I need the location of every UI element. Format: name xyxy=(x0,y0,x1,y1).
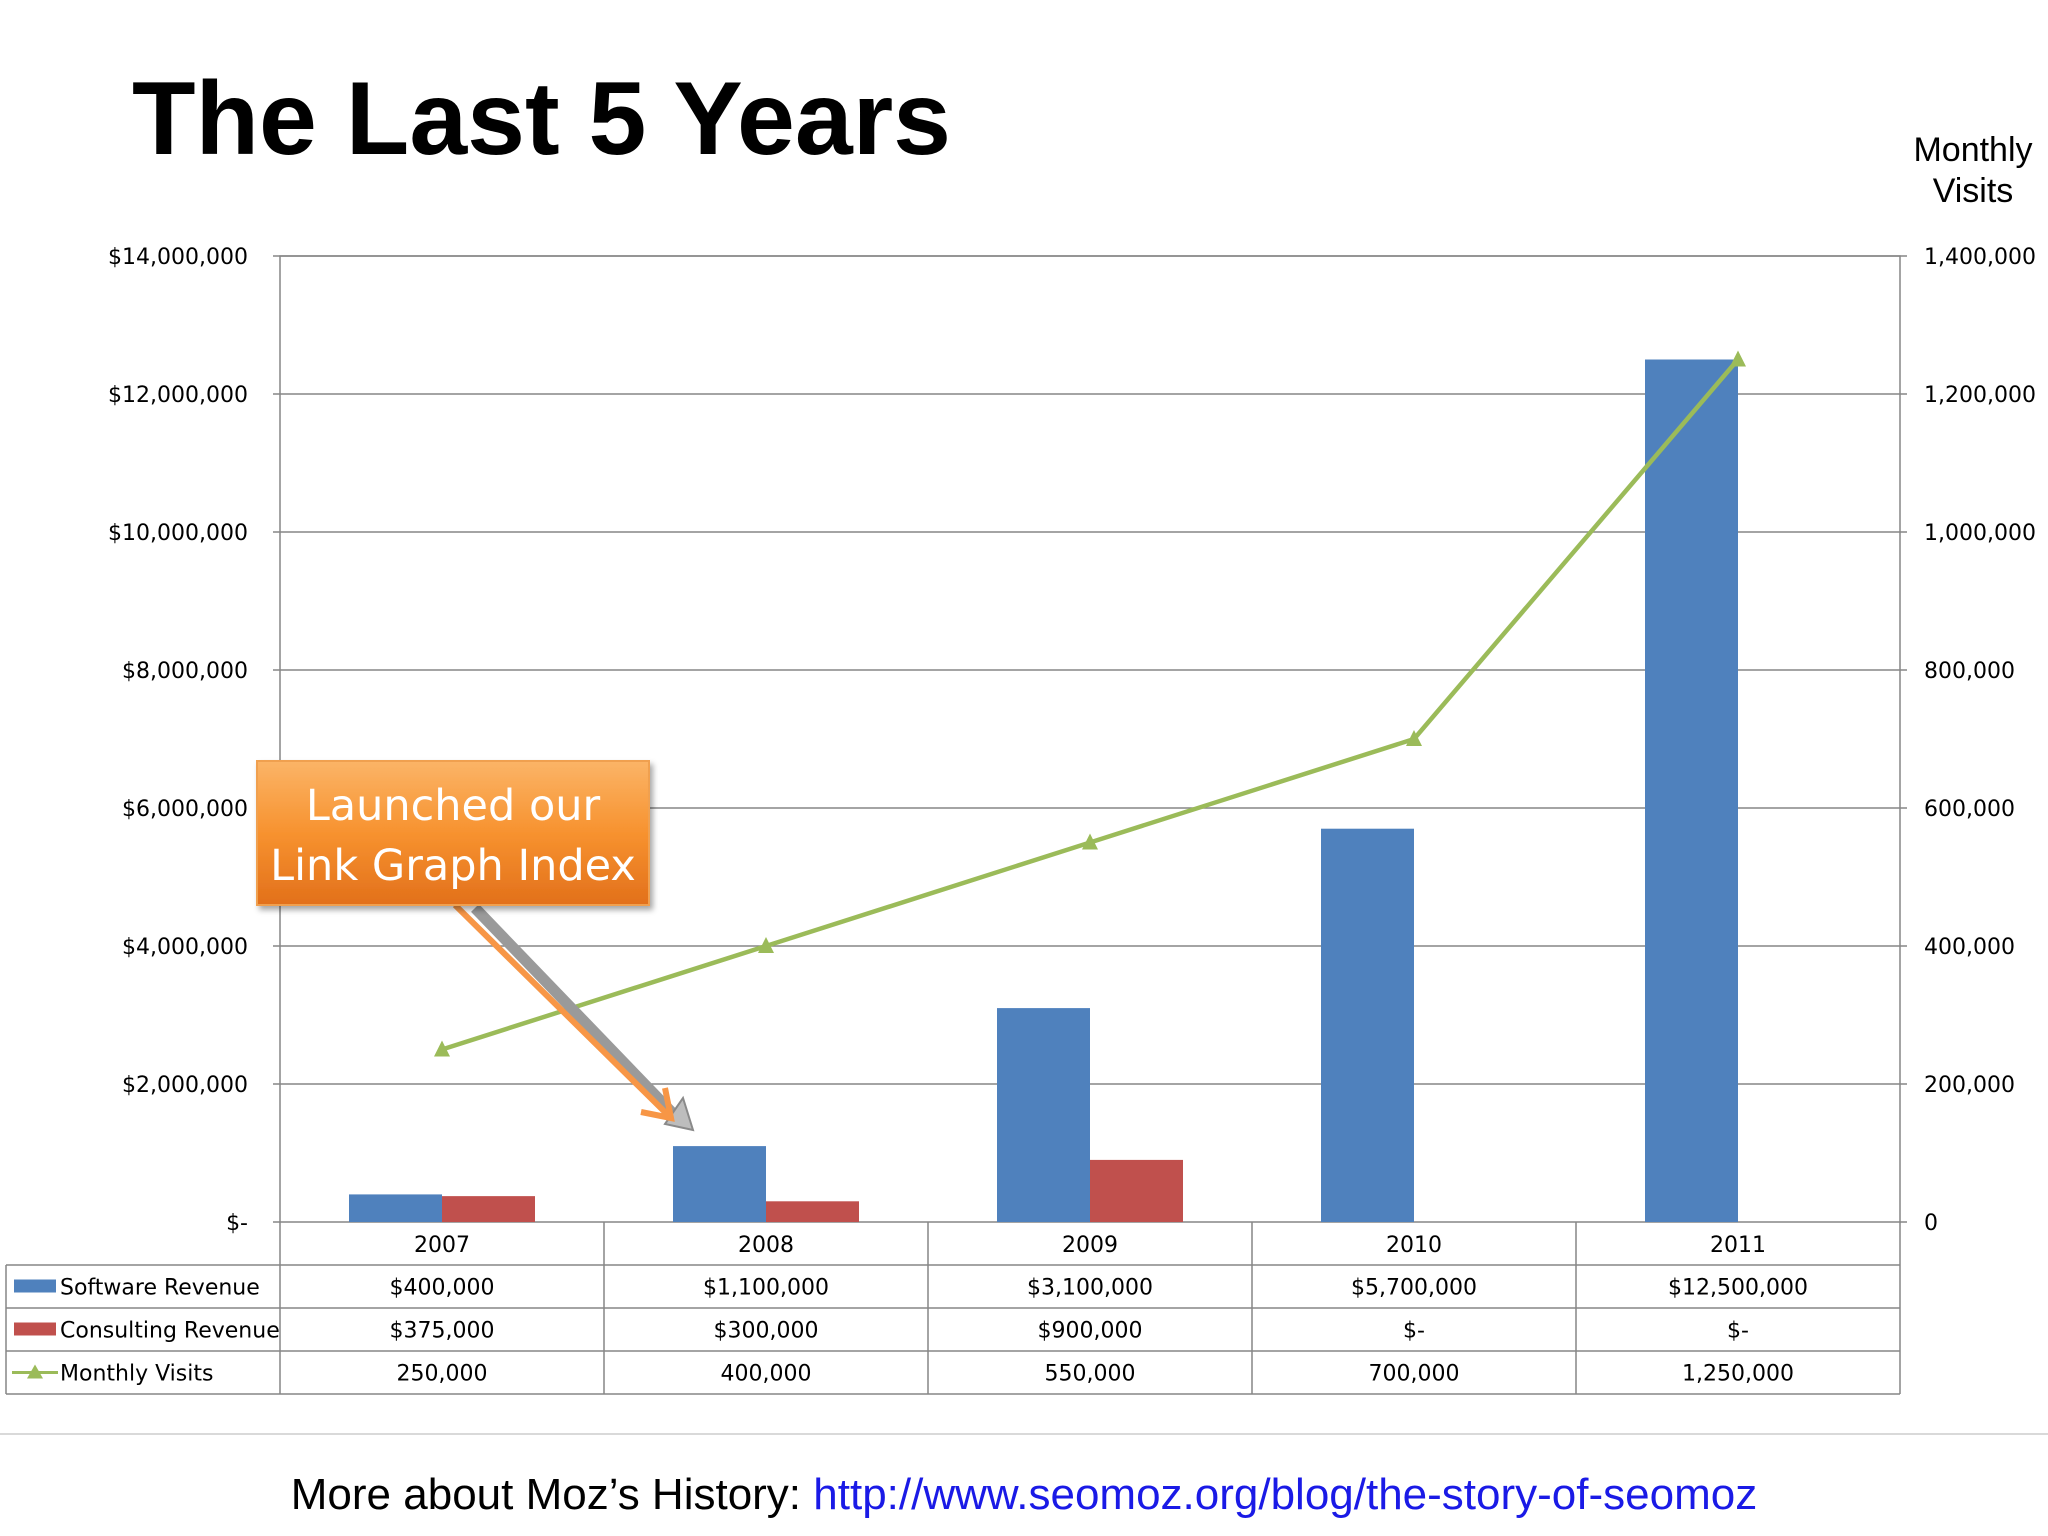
table-cell: $12,500,000 xyxy=(1668,1276,1808,1301)
right-tick-label: 600,000 xyxy=(1924,797,2015,822)
bars xyxy=(349,359,1738,1222)
table-cell: 1,250,000 xyxy=(1682,1362,1794,1387)
table-cell: $375,000 xyxy=(390,1319,495,1344)
bar-software-revenue-2009 xyxy=(997,1008,1090,1222)
visits-marker-2011 xyxy=(1730,350,1746,367)
category-label: 2008 xyxy=(738,1233,794,1258)
visits-marker-2010 xyxy=(1406,730,1422,746)
right-tick-label: 1,400,000 xyxy=(1924,245,2036,270)
slide-title: The Last 5 Years xyxy=(132,61,951,177)
left-tick-label: $- xyxy=(226,1211,248,1236)
table-cell: $5,700,000 xyxy=(1351,1276,1477,1301)
table-cell: $900,000 xyxy=(1038,1319,1143,1344)
left-tick-label: $14,000,000 xyxy=(108,245,248,270)
right-tick-label: 1,000,000 xyxy=(1924,521,2036,546)
table-cell: $- xyxy=(1727,1319,1749,1344)
right-tick-label: 800,000 xyxy=(1924,659,2015,684)
history-link[interactable]: http://www.seomoz.org/blog/the-story-of-… xyxy=(813,1470,1758,1519)
legend-key xyxy=(14,1279,56,1293)
callout-box xyxy=(256,760,650,906)
table-cell: $1,100,000 xyxy=(703,1276,829,1301)
left-axis: $- $2,000,000 $4,000,000 $6,000,000 $8,000,0… xyxy=(108,245,280,1236)
visits-line-layer xyxy=(434,350,1746,1057)
table-cell: 250,000 xyxy=(397,1362,488,1387)
legend-key-marker xyxy=(27,1364,43,1379)
footer-divider xyxy=(0,1433,2048,1435)
callout-arrowhead-shadow xyxy=(663,1095,695,1132)
bar-software-revenue-2008 xyxy=(673,1146,766,1222)
callout-text: Launched our xyxy=(306,781,601,831)
callout-text: Link Graph Index xyxy=(270,841,636,891)
bar-software-revenue-2007 xyxy=(349,1194,442,1222)
table-cell: $3,100,000 xyxy=(1027,1276,1153,1301)
bar-software-revenue-2010 xyxy=(1321,828,1414,1222)
callout-arrowhead xyxy=(640,1087,675,1122)
table-cell: 400,000 xyxy=(721,1362,812,1387)
right-tick-label: 0 xyxy=(1924,1211,1938,1236)
table-cell: $- xyxy=(1403,1319,1425,1344)
table-cell: 700,000 xyxy=(1369,1362,1460,1387)
category-label: 2010 xyxy=(1386,1233,1442,1258)
visits-marker-2009 xyxy=(1082,833,1098,850)
series-name: Software Revenue xyxy=(60,1276,260,1301)
category-label: 2009 xyxy=(1062,1233,1118,1258)
series-name: Monthly Visits xyxy=(60,1362,213,1387)
category-label: 2007 xyxy=(414,1233,470,1258)
legend-key xyxy=(14,1322,56,1336)
right-tick-label: 400,000 xyxy=(1924,935,2015,960)
left-tick-label: $6,000,000 xyxy=(122,797,248,822)
category-label: 2011 xyxy=(1710,1233,1766,1258)
footer: More about Moz’s History: http://www.seo… xyxy=(0,1470,2048,1520)
visits-marker-2008 xyxy=(758,937,774,953)
footer-label: More about Moz’s History: xyxy=(290,1470,802,1519)
series-name: Consulting Revenue xyxy=(60,1319,280,1344)
right-axis-title: Monthly Visits xyxy=(1913,131,2033,210)
right-tick-label: 200,000 xyxy=(1924,1073,2015,1098)
callout-arrow-shadow xyxy=(471,904,687,1128)
left-tick-label: $4,000,000 xyxy=(122,935,248,960)
left-tick-label: $10,000,000 xyxy=(108,521,248,546)
right-axis: 0 200,000 400,000 600,000 800,000 1,000,000 1,… xyxy=(1900,245,2036,1236)
table-cell: $300,000 xyxy=(714,1319,819,1344)
bar-consulting-revenue-2008 xyxy=(766,1201,859,1222)
bar-consulting-revenue-2009 xyxy=(1090,1159,1183,1222)
right-tick-label: 1,200,000 xyxy=(1924,383,2036,408)
callout-arrow xyxy=(452,902,674,1121)
table-cell: 550,000 xyxy=(1045,1362,1136,1387)
left-tick-label: $12,000,000 xyxy=(108,383,248,408)
bar-software-revenue-2011 xyxy=(1645,359,1738,1222)
visits-marker-2007 xyxy=(434,1040,450,1057)
bar-consulting-revenue-2007 xyxy=(442,1196,535,1222)
left-tick-label: $2,000,000 xyxy=(122,1073,248,1098)
annotation: Launched our Link Graph Index xyxy=(256,760,695,1132)
data-table: 2007 2008 2009 2010 2011 Software Revenue $400… xyxy=(5,1222,1901,1395)
left-tick-label: $8,000,000 xyxy=(122,659,248,684)
table-cell: $400,000 xyxy=(390,1276,495,1301)
combo-chart: $- $2,000,000 $4,000,000 $6,000,000 $8,000,0… xyxy=(5,245,2036,1395)
